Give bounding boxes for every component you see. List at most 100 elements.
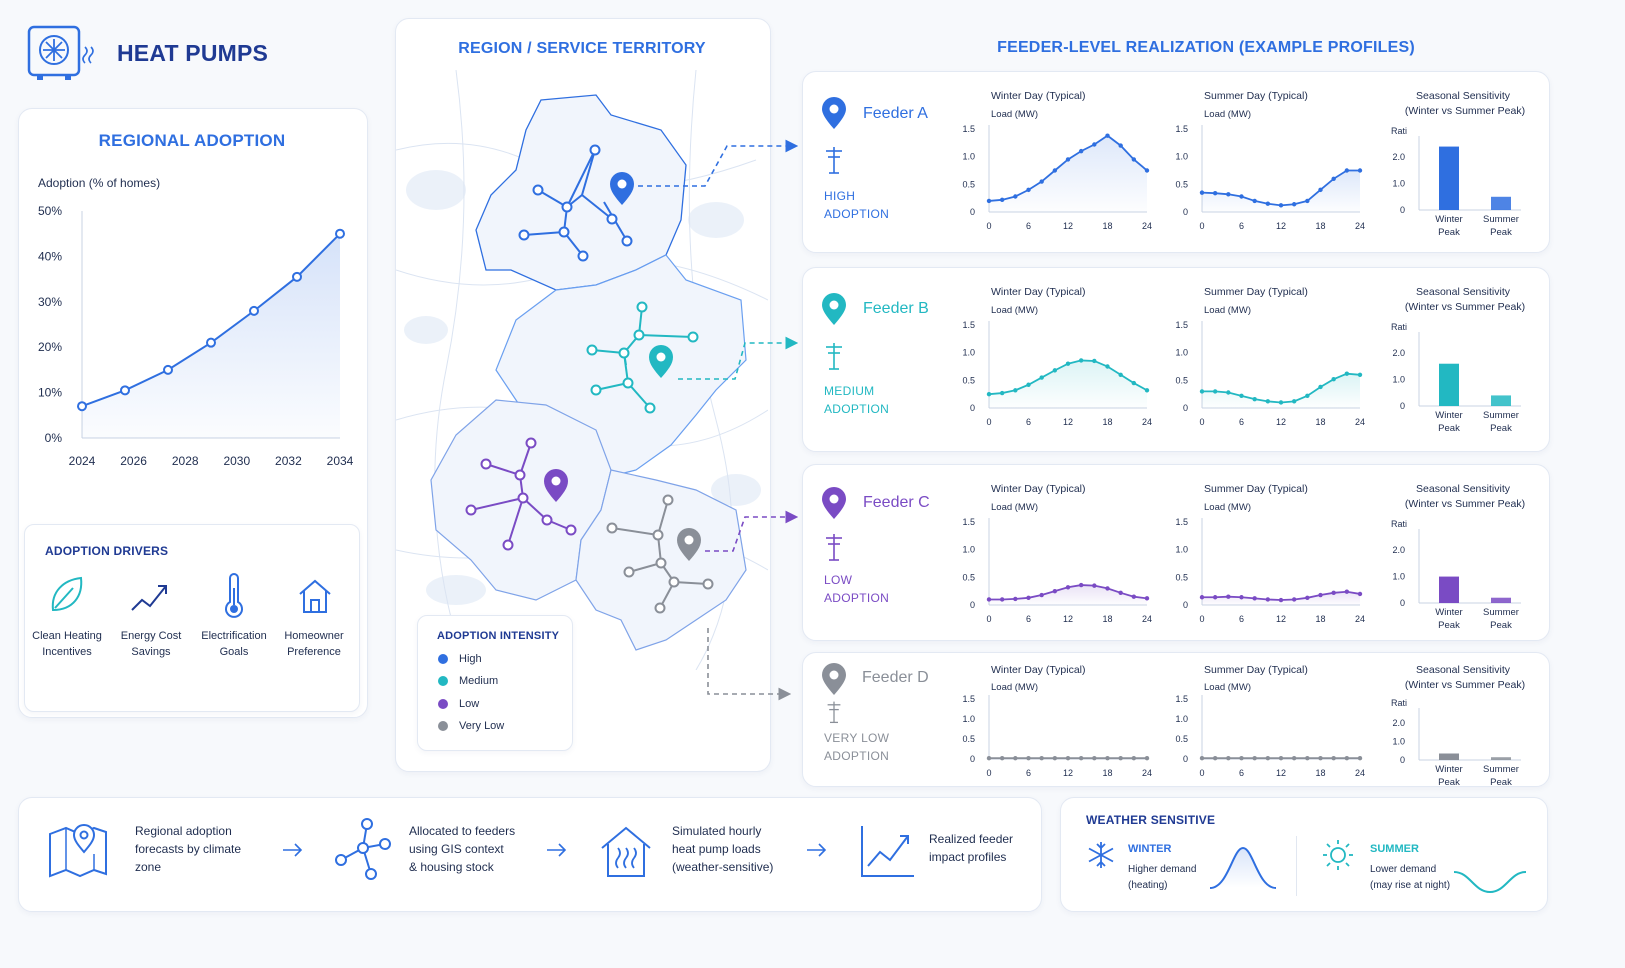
chart-title: Winter Day (Typical) xyxy=(991,664,1086,676)
data-point xyxy=(1026,595,1031,601)
data-point xyxy=(1278,400,1284,405)
data-point xyxy=(1278,203,1284,208)
data-point xyxy=(1144,388,1150,393)
y-tick-label: 1.0 xyxy=(962,714,975,724)
x-tick-label: 18 xyxy=(1315,768,1325,778)
data-point xyxy=(1226,192,1231,197)
x-category-label: Winter xyxy=(1435,214,1462,225)
y-tick-label: 1.5 xyxy=(1175,694,1188,704)
network-icon xyxy=(335,818,391,880)
chart-subtitle: (Winter vs Summer Peak) xyxy=(1405,498,1525,510)
y-tick-label: 0.5 xyxy=(962,734,975,744)
x-tick-label: 12 xyxy=(1276,614,1286,624)
y-tick-label: 1.5 xyxy=(1175,320,1188,330)
data-point xyxy=(1199,389,1205,394)
feeder-name: Feeder B xyxy=(863,300,929,317)
feeder-d-summer-chart: Summer Day (Typical) Load (MW) 0 0.5 1.0 1.5 0… xyxy=(1175,664,1365,778)
data-point xyxy=(1331,176,1336,181)
flow-step-text: Regional adoption forecasts by climate z… xyxy=(135,824,242,874)
data-point xyxy=(1092,756,1097,761)
data-point xyxy=(1305,393,1310,399)
y-tick-label: 1.5 xyxy=(962,517,975,527)
chart-title: Seasonal Sensitivity xyxy=(1416,664,1511,676)
location-pin-icon xyxy=(822,97,846,129)
unit-label: Load (MW) xyxy=(1204,109,1251,120)
data-point xyxy=(1013,596,1018,602)
data-point xyxy=(1331,756,1336,761)
data-point xyxy=(1131,157,1137,162)
chart-title: Summer Day (Typical) xyxy=(1204,483,1308,495)
data-point xyxy=(1078,756,1084,761)
house-icon xyxy=(299,579,331,613)
x-tick-label: 0 xyxy=(986,614,991,624)
data-point xyxy=(1039,179,1044,184)
weather-title: WEATHER SENSITIVE xyxy=(1086,813,1216,827)
data-point xyxy=(1039,375,1044,380)
data-point xyxy=(1065,361,1071,366)
x-category-label: Peak xyxy=(1490,777,1512,786)
data-point xyxy=(292,271,302,282)
winter-desc: Higher demand (heating) xyxy=(1128,864,1197,891)
x-tick-label: 2034 xyxy=(327,454,354,468)
data-point xyxy=(1239,194,1244,199)
chart-subtitle: (Winter vs Summer Peak) xyxy=(1405,105,1525,117)
data-point xyxy=(1212,756,1218,761)
x-tick-label: 12 xyxy=(1276,221,1286,231)
y-tick-label: 0 xyxy=(970,207,975,217)
data-point xyxy=(1131,756,1137,761)
x-tick-label: 12 xyxy=(1063,417,1073,427)
y-tick-label: 1.0 xyxy=(1392,736,1405,746)
x-category-label: Peak xyxy=(1438,777,1460,786)
chart-up-icon xyxy=(861,826,914,877)
y-axis-label: Rati xyxy=(1391,126,1407,136)
power-pole-icon xyxy=(826,534,842,561)
y-tick-label: 1.0 xyxy=(1175,348,1188,358)
data-point xyxy=(1026,382,1031,387)
chart-title: Winter Day (Typical) xyxy=(991,483,1086,495)
data-point xyxy=(1291,399,1297,404)
data-point xyxy=(1065,756,1071,761)
feeder-name: Feeder D xyxy=(862,669,929,686)
x-tick-label: 0 xyxy=(986,768,991,778)
data-point xyxy=(1239,756,1244,761)
y-tick-label: 0 xyxy=(970,600,975,610)
data-point xyxy=(1144,596,1150,601)
feeder-b-winter-chart: Winter Day (Typical) Load (MW) 0 0.5 1.0 1.5 0… xyxy=(962,286,1152,427)
y-tick-label: 50% xyxy=(38,204,62,218)
data-point xyxy=(1052,756,1058,761)
x-tick-label: 18 xyxy=(1315,614,1325,624)
data-point xyxy=(1265,756,1271,761)
feeder-card-b xyxy=(802,267,1550,452)
data-point xyxy=(1318,187,1323,193)
pin-feeder-b-icon xyxy=(649,345,673,378)
feeder-c-winter-chart: Winter Day (Typical) Load (MW) 0 0.5 1.0 1.5 0… xyxy=(962,483,1152,624)
x-tick-label: 18 xyxy=(1102,614,1112,624)
x-tick-label: 0 xyxy=(986,417,991,427)
y-tick-label: 1.0 xyxy=(1175,545,1188,555)
process-flow-card xyxy=(18,797,1042,912)
x-tick-label: 6 xyxy=(1239,221,1244,231)
x-tick-label: 0 xyxy=(1199,221,1204,231)
y-tick-label: 10% xyxy=(38,386,62,400)
region-map xyxy=(396,70,768,670)
data-point xyxy=(249,305,259,316)
y-tick-label: 0.5 xyxy=(962,179,975,189)
y-tick-label: 1.0 xyxy=(1392,572,1405,582)
data-point xyxy=(1344,168,1350,173)
legend-item-high: High xyxy=(438,653,482,665)
data-point xyxy=(1199,190,1205,195)
y-tick-label: 1.0 xyxy=(1392,179,1405,189)
unit-label: Load (MW) xyxy=(991,682,1038,693)
data-point xyxy=(1344,371,1350,376)
map-pin-icon xyxy=(49,824,107,878)
chart-title: Summer Day (Typical) xyxy=(1204,664,1308,676)
y-tick-label: 0% xyxy=(45,431,63,445)
feeder-d-winter-chart: Winter Day (Typical) Load (MW) 0 0.5 1.0 1.5 0… xyxy=(962,664,1152,778)
data-point xyxy=(1265,597,1271,602)
chart-title: Winter Day (Typical) xyxy=(991,286,1086,298)
x-category-label: Peak xyxy=(1490,423,1512,434)
feeder-c-sensitivity-chart: Seasonal Sensitivity (Winter vs Summer Pe… xyxy=(1391,483,1525,631)
y-tick-label: 1.0 xyxy=(962,545,975,555)
weather-divider xyxy=(1296,836,1297,896)
chart-title: Summer Day (Typical) xyxy=(1204,286,1308,298)
